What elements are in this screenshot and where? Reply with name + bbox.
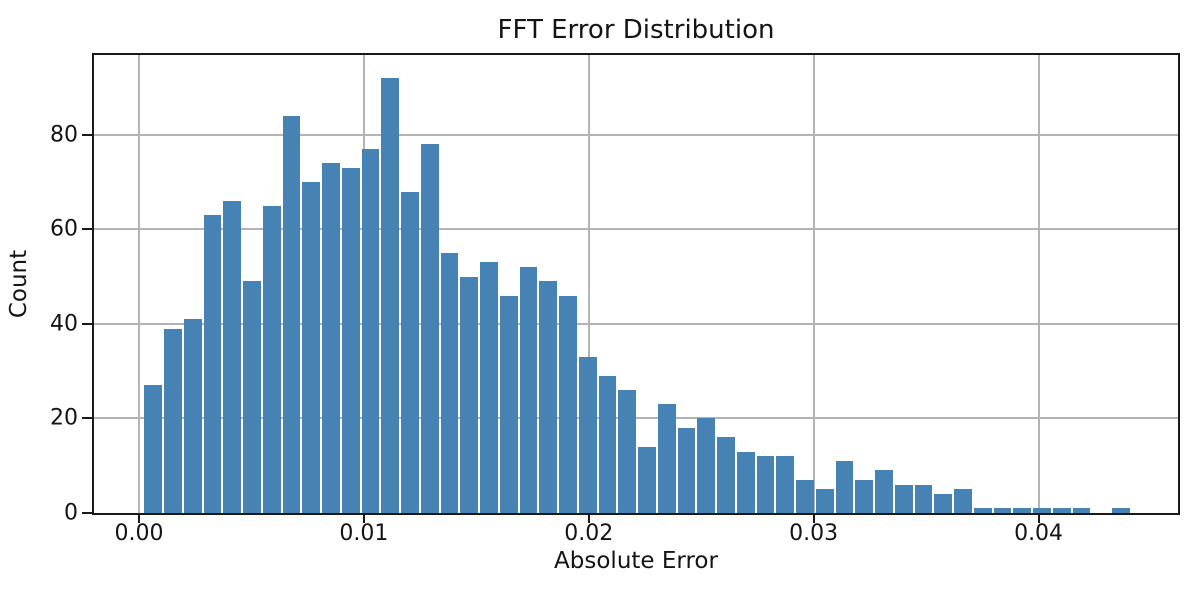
y-tick-mark	[82, 417, 92, 420]
histogram-bar	[776, 456, 795, 513]
histogram-bar	[578, 357, 597, 513]
histogram-bar	[894, 484, 913, 513]
histogram-bar	[164, 328, 182, 513]
histogram-bar	[796, 479, 814, 513]
histogram-bar	[1033, 508, 1051, 513]
y-tick-label: 0	[64, 500, 78, 526]
histogram-bar	[875, 470, 893, 513]
histogram-bar	[559, 295, 577, 513]
histogram-bar	[1052, 508, 1071, 513]
x-gridline	[812, 55, 815, 513]
histogram-bar	[460, 276, 479, 513]
y-gridline	[94, 322, 1178, 325]
histogram-bar	[618, 390, 637, 513]
y-tick-label: 60	[50, 216, 78, 242]
histogram-bar	[697, 418, 716, 513]
histogram-bar	[401, 191, 419, 513]
y-tick-label: 20	[50, 405, 78, 431]
x-axis-label: Absolute Error	[554, 548, 718, 574]
y-tick-mark	[82, 133, 92, 136]
x-gridline	[137, 55, 140, 513]
histogram-bar	[1013, 508, 1032, 513]
histogram-bar	[480, 262, 498, 513]
histogram-bar	[1072, 508, 1091, 513]
histogram-bar	[144, 385, 163, 513]
histogram-bar	[1112, 508, 1130, 513]
x-tick-label: 0.02	[564, 521, 614, 546]
y-axis-label-box: Count	[2, 55, 36, 513]
y-tick-label: 40	[50, 311, 78, 337]
x-tick-mark	[137, 515, 140, 523]
y-gridline	[94, 133, 1178, 136]
histogram-bar	[341, 167, 360, 513]
x-tick-label: 0.00	[114, 521, 164, 546]
histogram-bar	[519, 267, 538, 513]
histogram-bar	[835, 461, 854, 513]
histogram-bar	[262, 205, 281, 513]
histogram-bar	[717, 437, 735, 513]
histogram-bar	[598, 375, 617, 513]
histogram-bar	[954, 489, 972, 513]
y-tick-mark	[82, 512, 92, 514]
x-tick-mark	[362, 515, 365, 523]
histogram-bar	[914, 484, 933, 513]
x-tick-mark	[1037, 515, 1040, 523]
y-axis-label: Count	[6, 249, 32, 319]
histogram-bar	[855, 479, 874, 513]
histogram-bar	[361, 149, 380, 513]
histogram-bar	[499, 295, 518, 513]
histogram-bar	[440, 253, 459, 513]
x-tick-mark	[587, 515, 590, 523]
histogram-bar	[973, 508, 992, 513]
plot-area: 0 20 40 60 80 0.00 0.01 0.02 0.03 0.04	[50, 53, 1180, 546]
x-tick-label: 0.03	[789, 521, 839, 546]
y-tick-mark	[82, 228, 92, 231]
histogram-bar	[638, 446, 656, 513]
histogram-bar	[420, 144, 439, 513]
x-tick-mark	[812, 515, 815, 523]
histogram-bar	[657, 404, 676, 513]
histogram-bar	[183, 319, 202, 513]
histogram-bar	[243, 281, 261, 513]
y-tick-label: 80	[50, 122, 78, 148]
histogram-bar	[993, 508, 1012, 513]
y-gridline	[94, 228, 1178, 231]
histogram-bar	[282, 115, 301, 513]
x-gridline	[1037, 55, 1040, 513]
x-tick-label: 0.01	[339, 521, 389, 546]
histogram-bar	[539, 281, 558, 513]
histogram-bar	[677, 427, 696, 513]
histogram-bar	[223, 201, 242, 513]
histogram-bar	[756, 456, 775, 513]
x-tick-label: 0.04	[1014, 521, 1064, 546]
histogram-bar	[322, 163, 340, 513]
histogram-bar	[934, 494, 953, 513]
chart-title: FFT Error Distribution	[497, 15, 775, 45]
x-gridline	[587, 55, 590, 513]
histogram-bar	[203, 215, 222, 513]
histogram-bar	[736, 451, 755, 513]
histogram-bar	[302, 182, 321, 513]
histogram-bar	[381, 78, 400, 513]
histogram-bar	[815, 489, 834, 513]
y-tick-mark	[82, 322, 92, 325]
